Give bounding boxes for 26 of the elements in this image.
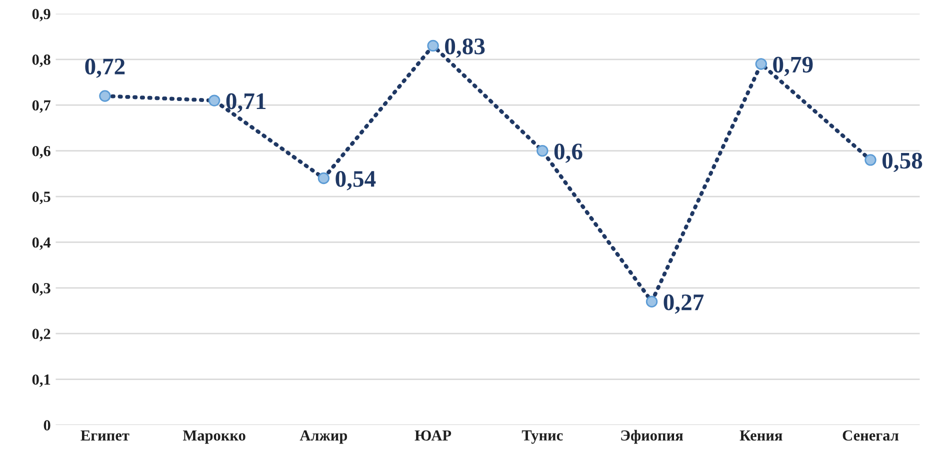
x-tick-label: Кения — [740, 430, 782, 441]
y-tick-label: 0,1 — [32, 374, 50, 387]
y-tick-label: 0 — [44, 420, 50, 430]
y-tick-label: 0,6 — [32, 146, 50, 158]
data-label: 0,79 — [773, 56, 813, 76]
x-tick-label: Сенегал — [842, 430, 899, 441]
y-tick-label: 0,2 — [32, 328, 50, 342]
x-tick-label: ЮАР — [414, 430, 452, 441]
data-label: 0,27 — [664, 294, 704, 314]
y-tick-label: 0,5 — [32, 192, 50, 204]
x-tick-label: Эфиопия — [621, 430, 683, 444]
data-label: 0,83 — [445, 38, 485, 58]
y-tick-label: 0,3 — [32, 283, 50, 296]
y-tick-label: 0,7 — [32, 100, 51, 113]
data-label: 0,71 — [226, 93, 266, 113]
y-tick-label: 0,8 — [32, 54, 50, 68]
x-tick-label: Тунис — [522, 430, 563, 444]
data-label: 0,6 — [554, 144, 582, 163]
data-label: 0,72 — [85, 58, 125, 78]
x-tick-label: Марокко — [182, 430, 246, 444]
data-label: 0,54 — [336, 170, 376, 190]
x-tick-label: Египет — [80, 430, 130, 441]
y-tick-label: 0,4 — [32, 237, 51, 250]
y-tick-label: 0,9 — [32, 8, 50, 22]
data-label: 0,58 — [882, 152, 922, 172]
x-tick-label: Алжир — [300, 430, 348, 444]
